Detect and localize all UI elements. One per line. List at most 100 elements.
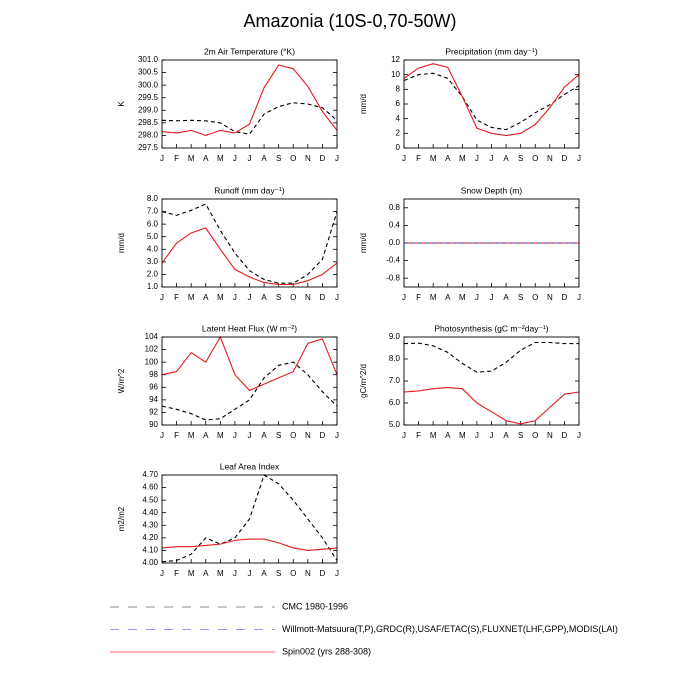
y-tick-label: 9.0: [389, 332, 401, 341]
x-tick-label: J: [248, 293, 252, 302]
y-tick-label: 2: [396, 128, 401, 137]
x-tick-label: J: [490, 293, 494, 302]
x-tick-label: M: [188, 154, 195, 163]
x-tick-label: M: [188, 431, 195, 440]
plot-frame: [403, 198, 580, 288]
y-tick-label: 8.0: [389, 354, 401, 363]
y-axis-label: mm/d: [359, 94, 368, 114]
y-tick-label: 5.0: [147, 232, 159, 241]
x-tick-label: F: [174, 431, 179, 440]
y-tick-label: 100: [145, 357, 159, 366]
series-line: [403, 72, 580, 131]
x-tick-label: M: [217, 569, 224, 578]
x-tick-label: N: [305, 431, 311, 440]
y-tick-label: 4.50: [142, 495, 158, 504]
x-tick-label: M: [188, 293, 195, 302]
x-tick-label: N: [547, 154, 553, 163]
x-tick-label: M: [430, 154, 437, 163]
x-tick-label: J: [248, 431, 252, 440]
y-tick-label: 299.5: [138, 93, 159, 102]
x-tick-label: J: [335, 431, 339, 440]
y-tick-label: 297.5: [138, 143, 159, 152]
x-tick-label: D: [562, 154, 568, 163]
series-line: [161, 361, 338, 421]
series-line: [403, 63, 580, 137]
x-tick-label: M: [217, 293, 224, 302]
x-tick-label: J: [335, 569, 339, 578]
y-axis-label: mm/d: [359, 233, 368, 253]
y-tick-label: 102: [145, 345, 159, 354]
x-tick-label: J: [233, 154, 237, 163]
x-tick-label: A: [203, 293, 209, 302]
x-tick-label: S: [276, 154, 281, 163]
x-tick-label: J: [160, 154, 164, 163]
x-tick-label: J: [402, 154, 406, 163]
series-line: [403, 387, 580, 425]
x-tick-label: J: [335, 154, 339, 163]
y-tick-label: 4.00: [142, 558, 158, 567]
y-tick-label: 298.5: [138, 118, 159, 127]
x-tick-label: J: [475, 293, 479, 302]
legend-label: Willmott-Matsuura(T,P),GRDC(R),USAF/ETAC…: [282, 624, 618, 634]
x-tick-label: A: [203, 569, 209, 578]
x-tick-label: M: [430, 431, 437, 440]
x-tick-label: S: [276, 431, 281, 440]
series-line: [161, 335, 338, 392]
plot-frame: [161, 59, 338, 149]
x-tick-label: J: [233, 431, 237, 440]
x-tick-label: S: [276, 293, 281, 302]
x-tick-label: J: [160, 293, 164, 302]
y-tick-label: 3.0: [147, 257, 159, 266]
figure-title: Amazonia (10S-0,70-50W): [243, 11, 456, 31]
plot-frame: [403, 336, 580, 426]
x-tick-label: D: [320, 154, 326, 163]
x-tick-label: N: [547, 431, 553, 440]
x-tick-label: D: [320, 293, 326, 302]
y-tick-label: 12: [391, 55, 400, 64]
y-tick-label: 299.0: [138, 105, 159, 114]
x-tick-label: O: [290, 431, 296, 440]
x-tick-label: A: [503, 154, 509, 163]
x-tick-label: J: [160, 431, 164, 440]
x-tick-label: O: [532, 293, 538, 302]
y-tick-label: 0: [396, 143, 401, 152]
x-tick-label: S: [518, 293, 523, 302]
y-tick-label: 0.8: [389, 203, 401, 212]
series-line: [161, 538, 338, 551]
x-tick-label: A: [445, 154, 451, 163]
x-tick-label: N: [547, 293, 553, 302]
panel-title: Leaf Area Index: [220, 461, 280, 471]
y-axis-label: m2/m2: [117, 506, 126, 531]
y-tick-label: 4.0: [147, 244, 159, 253]
x-tick-label: M: [459, 293, 466, 302]
panel-title: Photosynthesis (gC m⁻²day⁻¹): [434, 323, 548, 333]
x-tick-label: D: [562, 431, 568, 440]
plot-frame: [161, 198, 338, 288]
y-axis-label: gC/m^2/d: [359, 364, 368, 398]
x-tick-label: J: [335, 293, 339, 302]
y-tick-label: 1.0: [147, 282, 159, 291]
x-tick-label: J: [233, 569, 237, 578]
plot-frame: [161, 474, 338, 564]
x-tick-label: D: [320, 431, 326, 440]
series-line: [161, 474, 338, 563]
y-tick-label: 298.0: [138, 131, 159, 140]
plot-frame: [403, 59, 580, 149]
x-tick-label: M: [459, 154, 466, 163]
x-tick-label: J: [490, 154, 494, 163]
x-tick-label: A: [503, 293, 509, 302]
x-tick-label: F: [416, 154, 421, 163]
y-tick-label: 6: [396, 99, 401, 108]
x-tick-label: J: [475, 154, 479, 163]
x-tick-label: O: [532, 154, 538, 163]
y-tick-label: 4.30: [142, 520, 158, 529]
series-line: [403, 341, 579, 373]
y-tick-label: -0.8: [386, 273, 400, 282]
y-axis-label: W/m^2: [117, 368, 126, 393]
y-axis-label: mm/d: [117, 233, 126, 253]
x-tick-label: J: [402, 431, 406, 440]
y-axis-label: K: [117, 101, 126, 107]
y-tick-label: 4.70: [142, 470, 158, 479]
x-tick-label: A: [445, 431, 451, 440]
